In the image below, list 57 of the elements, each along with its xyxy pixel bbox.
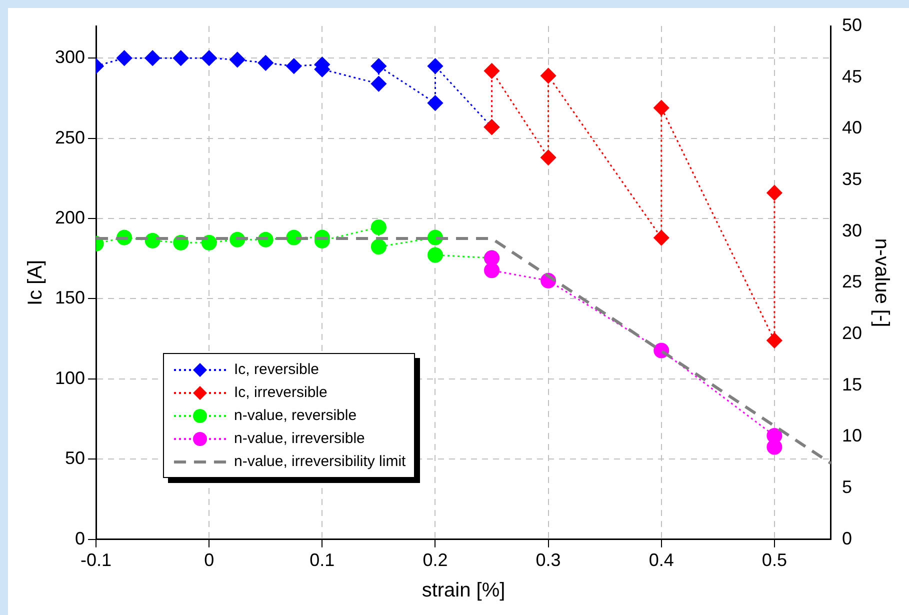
y2-tick-label: 5 [842, 477, 852, 498]
x-axis-title: strain [%] [422, 580, 506, 602]
legend-label: n-value, irreversible [234, 430, 365, 447]
y2-tick-label: 15 [842, 374, 862, 394]
legend-label: Ic, irreversible [234, 384, 328, 401]
y-tick-label: 100 [54, 368, 86, 388]
point [258, 55, 274, 71]
y2-tick-label: 50 [842, 14, 862, 35]
x-tick-label: 0.2 [422, 550, 448, 570]
y-axis-title: Ic [A] [24, 260, 47, 306]
point [116, 50, 132, 66]
point [286, 58, 302, 74]
y2-tick-label: 25 [842, 272, 862, 292]
point [484, 262, 500, 278]
y-tick-label: 200 [54, 207, 86, 228]
point [484, 63, 500, 79]
legend-label: Ic, reversible [234, 361, 320, 378]
y2-axis-title: n-value [-] [870, 238, 892, 328]
point [427, 95, 443, 111]
y2-tick-label: 45 [842, 66, 862, 86]
y-tick-label: 250 [54, 127, 86, 148]
x-tick-label: 0.1 [310, 550, 335, 570]
y-tick-label: 150 [54, 288, 86, 308]
legend-label: n-value, irreversibility limit [234, 453, 406, 470]
x-tick-label: 0.4 [648, 550, 674, 570]
point [766, 185, 782, 201]
point [201, 50, 217, 66]
legend-label: n-value, reversible [234, 407, 357, 424]
point [173, 50, 189, 66]
x-tick-label: 0.5 [762, 550, 787, 570]
point [144, 50, 160, 66]
point [230, 52, 246, 68]
y-tick-label: 50 [65, 448, 86, 468]
point [427, 58, 443, 74]
y2-tick-label: 10 [842, 426, 862, 446]
y-tick-label: 300 [54, 47, 86, 68]
y2-tick-label: 30 [842, 220, 862, 240]
point [540, 68, 556, 84]
y-tick-label: 0 [75, 528, 86, 548]
point [540, 150, 556, 166]
x-tick-label: -0.1 [80, 550, 112, 570]
y2-tick-label: 0 [842, 528, 852, 548]
point [370, 220, 386, 236]
point [201, 234, 217, 250]
point [766, 439, 782, 455]
x-tick-label: 0.3 [536, 550, 561, 570]
y2-tick-label: 20 [842, 323, 862, 344]
point [427, 247, 443, 263]
point [654, 230, 670, 246]
x-tick-label: 0 [204, 550, 214, 570]
point [370, 76, 386, 92]
y2-tick-label: 40 [842, 118, 862, 138]
point [654, 100, 670, 116]
point [766, 332, 782, 348]
point [370, 58, 386, 74]
y2-tick-label: 35 [842, 168, 862, 189]
point [370, 239, 386, 255]
